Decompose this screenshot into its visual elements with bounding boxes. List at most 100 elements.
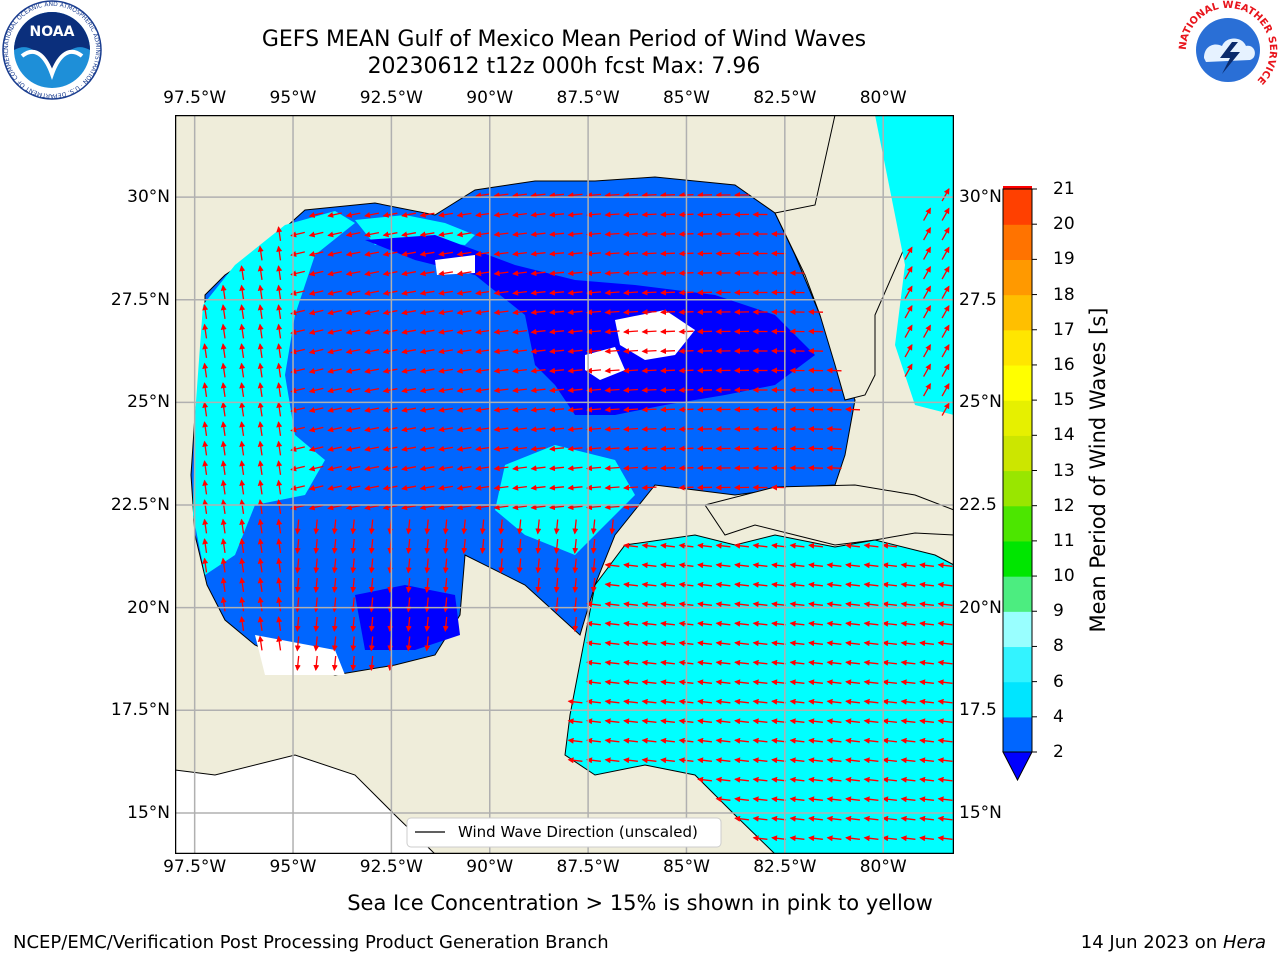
wind-arrow bbox=[438, 445, 454, 452]
wind-arrow bbox=[327, 270, 342, 277]
wind-arrow bbox=[715, 737, 731, 744]
credit-line: NCEP/EMC/Verification Post Processing Pr… bbox=[13, 932, 609, 953]
colorbar-segment bbox=[1003, 224, 1032, 260]
wind-arrow bbox=[424, 616, 431, 632]
lat-tick-label: 20°N bbox=[127, 597, 170, 618]
wind-arrow bbox=[382, 504, 398, 511]
wind-arrow bbox=[641, 211, 657, 218]
wind-arrow bbox=[919, 601, 934, 608]
wind-arrow bbox=[937, 659, 953, 666]
wind-arrow bbox=[331, 538, 338, 554]
wind-arrow bbox=[623, 250, 639, 257]
wind-arrow bbox=[456, 211, 472, 218]
wind-arrow bbox=[604, 581, 620, 588]
colorbar-tick-label: 8 bbox=[1053, 636, 1064, 657]
wind-arrow bbox=[530, 328, 546, 335]
wind-arrow bbox=[771, 796, 786, 803]
wind-arrow bbox=[808, 562, 823, 569]
wind-arrow bbox=[586, 250, 602, 257]
wind-arrow bbox=[331, 636, 338, 652]
wind-arrow bbox=[826, 796, 842, 803]
wind-arrow bbox=[419, 348, 435, 355]
wind-arrow bbox=[530, 289, 546, 296]
wind-arrow bbox=[826, 601, 842, 608]
wind-arrow bbox=[734, 757, 749, 764]
lat-tick-label: 25°N bbox=[959, 392, 1002, 413]
wind-arrow bbox=[604, 192, 620, 199]
wind-arrow bbox=[549, 231, 565, 238]
wind-arrow bbox=[734, 640, 749, 647]
wind-arrow bbox=[424, 577, 431, 593]
wind-arrow bbox=[660, 718, 675, 725]
wind-arrow bbox=[456, 387, 472, 394]
wind-arrow bbox=[586, 465, 602, 472]
wind-arrow bbox=[456, 328, 472, 335]
wind-arrow bbox=[641, 367, 657, 374]
wind-arrow bbox=[368, 597, 375, 613]
wind-arrow bbox=[715, 757, 731, 764]
campeche-core bbox=[355, 585, 460, 650]
lon-tick-label: 85°W bbox=[662, 857, 710, 877]
lon-tick-label: 82.5°W bbox=[753, 88, 817, 108]
wind-arrow bbox=[549, 465, 565, 472]
wind-arrow bbox=[401, 387, 417, 394]
wind-arrow bbox=[276, 323, 283, 339]
wind-arrow bbox=[882, 562, 897, 569]
wind-arrow bbox=[276, 635, 283, 651]
wind-arrow bbox=[493, 367, 509, 374]
wind-arrow bbox=[660, 659, 675, 666]
wind-arrow bbox=[641, 640, 657, 647]
wind-arrow bbox=[364, 231, 380, 238]
wind-arrow bbox=[572, 519, 579, 535]
wind-arrow bbox=[789, 581, 805, 588]
wind-arrow bbox=[900, 679, 916, 686]
wind-arrow bbox=[475, 445, 490, 452]
wind-arrow bbox=[220, 460, 227, 475]
wind-arrow bbox=[845, 815, 860, 822]
wind-arrow bbox=[923, 324, 931, 338]
wind-arrow bbox=[530, 348, 546, 355]
wind-arrow bbox=[276, 226, 283, 241]
colorbar-tick-label: 15 bbox=[1053, 390, 1075, 411]
wind-arrow bbox=[442, 519, 449, 535]
wind-arrow bbox=[401, 445, 417, 452]
colorbar-tick-label: 18 bbox=[1053, 284, 1075, 305]
masked-region-4 bbox=[255, 635, 345, 675]
map-title: GEFS MEAN Gulf of Mexico Mean Period of … bbox=[261, 27, 867, 52]
wind-arrow bbox=[456, 406, 472, 413]
wind-arrow bbox=[941, 383, 950, 397]
wind-arrow bbox=[808, 776, 823, 783]
colorbar-tick-label: 10 bbox=[1053, 566, 1075, 587]
wind-arrow bbox=[419, 328, 435, 335]
wind-arrow bbox=[845, 640, 860, 647]
wind-arrow bbox=[567, 445, 583, 452]
wind-arrow bbox=[789, 796, 805, 803]
wind-arrow bbox=[512, 328, 527, 335]
wind-arrow bbox=[239, 362, 246, 378]
wind-arrow bbox=[419, 231, 435, 238]
wind-arrow bbox=[623, 484, 639, 491]
wind-arrow bbox=[327, 289, 342, 296]
wind-arrow bbox=[697, 679, 712, 686]
wind-arrow bbox=[660, 601, 675, 608]
wind-arrow bbox=[239, 323, 246, 339]
wind-arrow bbox=[808, 581, 823, 588]
wind-arrow bbox=[567, 270, 583, 277]
wind-arrow bbox=[567, 757, 583, 764]
wind-arrow bbox=[493, 211, 509, 218]
masked-region-2 bbox=[585, 347, 625, 380]
wind-arrow bbox=[882, 640, 897, 647]
wind-arrow bbox=[826, 406, 842, 413]
wind-arrow bbox=[220, 440, 227, 456]
wind-arrow bbox=[493, 504, 509, 511]
lon-tick-label: 97.5°W bbox=[163, 88, 227, 108]
wind-arrow bbox=[549, 504, 565, 511]
wind-arrow bbox=[308, 290, 324, 296]
wind-arrow bbox=[937, 679, 953, 686]
wind-arrow bbox=[752, 601, 768, 608]
wind-arrow bbox=[863, 776, 879, 783]
cuba-land bbox=[704, 484, 954, 546]
wind-arrow bbox=[442, 577, 449, 593]
colorbar-segment bbox=[1003, 400, 1032, 436]
wind-arrow bbox=[405, 616, 412, 632]
